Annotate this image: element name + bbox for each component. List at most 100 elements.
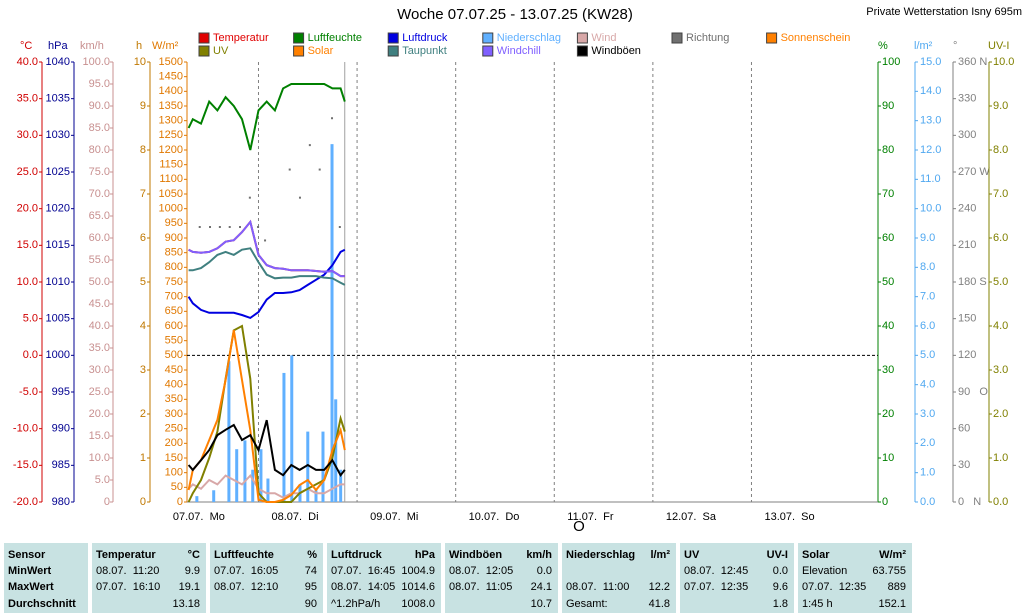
legend-label: Luftdruck bbox=[402, 32, 448, 44]
y-tick-label: 10 bbox=[882, 452, 894, 464]
y-tick-label: 90.0 bbox=[89, 100, 110, 112]
y-tick-label: -20.0 bbox=[13, 496, 38, 508]
legend-label: Windböen bbox=[591, 45, 641, 57]
y-tick-label: 50.0 bbox=[89, 276, 110, 288]
y-tick-label: 270 W bbox=[958, 166, 990, 178]
y-tick-label: 14.0 bbox=[920, 85, 941, 97]
y-tick-label: 980 bbox=[52, 496, 70, 508]
table-cell: 0.0 bbox=[536, 565, 552, 577]
table-cell: Solar bbox=[802, 549, 830, 561]
table-cell: 0.0 bbox=[772, 565, 788, 577]
annotation: O bbox=[573, 518, 585, 535]
y-tick-label: 1020 bbox=[46, 203, 70, 215]
y-tick-label: 30 bbox=[882, 364, 894, 376]
y-tick-label: 5.0 bbox=[993, 276, 1008, 288]
table-cell: 08.07. 14:05 bbox=[331, 581, 396, 593]
y-tick-label: 90 O bbox=[958, 386, 988, 398]
legend-label: Richtung bbox=[686, 32, 729, 44]
direction-dot bbox=[248, 196, 251, 199]
precip-bar bbox=[195, 496, 199, 502]
table-cell: 07.07. 16:05 bbox=[214, 565, 279, 577]
legend-swatch bbox=[293, 32, 305, 44]
y-tick-label: 2.0 bbox=[920, 437, 935, 449]
y-tick-label: 60 bbox=[958, 423, 970, 435]
y-tick-label: 90 bbox=[882, 100, 894, 112]
y-tick-label: 25.0 bbox=[17, 166, 38, 178]
table-cell: 95 bbox=[304, 581, 317, 593]
y-tick-label: 180 S bbox=[958, 276, 987, 288]
precip-bar bbox=[251, 469, 255, 502]
x-tick-label: 12.07. Sa bbox=[666, 511, 717, 523]
table-column bbox=[562, 543, 676, 613]
direction-dot bbox=[308, 144, 311, 147]
table-cell: UV bbox=[684, 549, 700, 561]
y-tick-label: 35.0 bbox=[89, 342, 110, 354]
series-line bbox=[187, 83, 346, 151]
table-cell: Durchschnitt bbox=[8, 598, 76, 610]
table-cell: Elevation bbox=[802, 565, 848, 577]
y-tick-label: 10.0 bbox=[993, 56, 1014, 68]
table-cell: 1004.9 bbox=[401, 565, 435, 577]
y-tick-label: 1005 bbox=[46, 313, 70, 325]
precip-bar bbox=[243, 440, 247, 502]
direction-dot bbox=[338, 226, 341, 228]
series-line bbox=[187, 329, 346, 503]
table-cell: km/h bbox=[526, 549, 552, 561]
y-tick-label: 6 bbox=[140, 232, 146, 244]
y-tick-label: 330 bbox=[958, 93, 976, 105]
y-tick-label: 1250 bbox=[159, 129, 183, 141]
y-tick-label: 150 bbox=[165, 452, 183, 464]
y-tick-label: 7.0 bbox=[920, 291, 935, 303]
direction-dot bbox=[264, 239, 267, 242]
y-tick-label: 0.0 bbox=[993, 496, 1008, 508]
direction-dot bbox=[257, 226, 260, 228]
y-tick-label: 1 bbox=[140, 452, 146, 464]
y-tick-label: 0 N bbox=[958, 496, 981, 508]
y-tick-label: 450 bbox=[165, 364, 183, 376]
y-tick-label: -5.0 bbox=[19, 386, 38, 398]
direction-dot bbox=[298, 196, 301, 199]
y-tick-label: 0 bbox=[104, 496, 110, 508]
legend-swatch bbox=[576, 32, 588, 44]
y-tick-label: 30.0 bbox=[17, 129, 38, 141]
y-tick-label: 3.0 bbox=[993, 364, 1008, 376]
y-tick-label: 900 bbox=[165, 232, 183, 244]
y-tick-label: 1015 bbox=[46, 239, 70, 251]
table-cell: hPa bbox=[414, 549, 435, 561]
table-cell: 1:45 h bbox=[802, 598, 833, 610]
table-cell: l/m² bbox=[650, 549, 670, 561]
y-tick-label: 70 bbox=[882, 188, 894, 200]
y-tick-label: 9 bbox=[140, 100, 146, 112]
summary-table: Sensor Temperatur °C Luftfeuchte% Luftdruck h… bbox=[0, 543, 1028, 613]
y-tick-label: 990 bbox=[52, 423, 70, 435]
y-tick-label: 20 bbox=[882, 408, 894, 420]
x-tick-label: 09.07. Mi bbox=[370, 511, 418, 523]
table-cell: MaxWert bbox=[8, 581, 54, 593]
table-cell: 1014.6 bbox=[401, 581, 435, 593]
y-tick-label: 65.0 bbox=[89, 210, 110, 222]
series-line bbox=[188, 219, 345, 278]
precip-bar bbox=[235, 449, 239, 502]
y-tick-label: 300 bbox=[165, 408, 183, 420]
y-tick-label: 550 bbox=[165, 335, 183, 347]
table-cell: Sensor bbox=[8, 549, 46, 561]
y-tick-label: 1100 bbox=[159, 173, 183, 185]
y-tick-label: 1040 bbox=[46, 56, 70, 68]
legend-swatch bbox=[387, 32, 399, 44]
y-tick-label: 2 bbox=[140, 408, 146, 420]
table-cell: Niederschlag bbox=[566, 549, 636, 561]
station-name: Private Wetterstation Isny 695m bbox=[866, 6, 1022, 18]
table-cell: 9.9 bbox=[184, 565, 200, 577]
y-tick-label: 85.0 bbox=[89, 122, 110, 134]
precip-bar bbox=[321, 431, 325, 502]
y-tick-label: 10.0 bbox=[89, 452, 110, 464]
y-tick-label: 1450 bbox=[159, 71, 183, 83]
y-tick-label: 5.0 bbox=[920, 349, 935, 361]
y-tick-label: 995 bbox=[52, 386, 70, 398]
x-tick-label: 07.07. Mo bbox=[173, 511, 225, 523]
y-tick-label: 30 bbox=[958, 459, 970, 471]
legend-swatch bbox=[482, 32, 494, 44]
legend-swatch bbox=[671, 32, 683, 44]
table-cell: °C bbox=[187, 549, 200, 561]
precip-bar bbox=[282, 372, 286, 502]
